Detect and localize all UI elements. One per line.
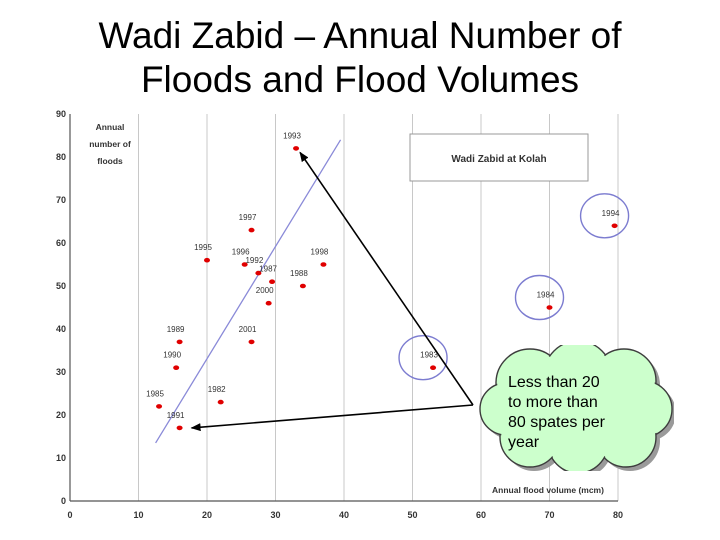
outlier-circles (398, 193, 630, 381)
data-point (269, 279, 276, 285)
slide-title: Wadi Zabid – Annual Number of Floods and… (0, 14, 720, 102)
x-tick-label: 10 (133, 510, 143, 520)
data-point (204, 257, 210, 263)
point-label: 2000 (256, 286, 274, 295)
outlier-circle (579, 193, 630, 239)
point-label: 1996 (232, 248, 250, 257)
y-tick-label: 70 (56, 195, 66, 205)
y-tick-label: 80 (56, 152, 66, 162)
y-tick-label: 60 (56, 238, 66, 248)
x-tick-label: 0 (67, 510, 72, 520)
y-tick-label: 30 (56, 367, 66, 377)
outlier-circle (398, 335, 448, 381)
data-point (546, 305, 553, 310)
slide-title-line-1: Wadi Zabid – Annual Number of (98, 15, 622, 56)
chart-title-box-group: Wadi Zabid at Kolah (409, 133, 589, 182)
y-tick-label: 10 (56, 453, 66, 463)
point-label: 1982 (208, 385, 226, 394)
point-label: 1994 (602, 209, 620, 218)
point-label: 1989 (167, 325, 185, 334)
trend-line-group (155, 139, 342, 444)
data-point (293, 146, 300, 151)
y-axis-label-line: Annual (96, 122, 125, 132)
y-tick-label: 40 (56, 324, 66, 334)
point-label: 1987 (259, 265, 277, 274)
data-point (173, 365, 180, 371)
callout-cloud: Less than 20 to more than 80 spates per … (478, 345, 674, 471)
data-point (248, 339, 255, 345)
point-label: 1984 (537, 291, 555, 300)
point-label: 2001 (239, 325, 257, 334)
chart-axes: 0 10 20 30 40 50 60 70 80 0 10 20 30 40 50 60 70 80 90 Annu… (56, 109, 623, 520)
point-label: 1985 (146, 389, 164, 398)
x-axis-label: Annual flood volume (mcm) (492, 485, 604, 495)
point-label: 1998 (311, 248, 329, 257)
point-label: 1983 (420, 351, 438, 360)
callout-arrow-to-1991 (190, 404, 474, 432)
data-point (255, 270, 262, 276)
y-tick-label: 0 (61, 496, 66, 506)
data-point (265, 300, 272, 306)
data-point (320, 262, 327, 267)
y-tick-label: 20 (56, 410, 66, 420)
data-point (241, 262, 248, 267)
point-label: 1993 (283, 131, 301, 140)
callout-cloud-shape (479, 345, 674, 471)
slide-title-line-2: Floods and Flood Volumes (140, 59, 580, 100)
callout-cloud-fill (481, 384, 531, 434)
data-point (299, 283, 306, 289)
x-tick-label: 20 (202, 510, 212, 520)
chart-title: Wadi Zabid at Kolah (451, 154, 546, 165)
point-label: 1991 (167, 411, 185, 420)
data-point (176, 425, 183, 431)
callout-text: Less than 20 to more than 80 spates per … (508, 374, 605, 451)
callout-cloud-fill (533, 364, 623, 454)
x-tick-label: 60 (476, 510, 486, 520)
y-axis-label-line: number of (89, 139, 131, 149)
data-points (156, 146, 618, 431)
y-tick-label: 50 (56, 281, 66, 291)
point-label: 1995 (194, 243, 212, 252)
point-label: 1992 (245, 256, 263, 265)
data-point (248, 227, 255, 233)
callout-arrow-to-1993 (299, 151, 474, 406)
x-tick-label: 30 (270, 510, 280, 520)
y-tick-label: 90 (56, 109, 66, 119)
y-axis-label-line: floods (97, 156, 123, 166)
chart-title-box (409, 133, 589, 182)
data-point (611, 223, 618, 229)
x-tick-label: 40 (339, 510, 349, 520)
data-point (430, 365, 437, 371)
trend-line (155, 139, 342, 444)
x-tick-label: 70 (544, 510, 554, 520)
data-point (217, 399, 224, 405)
outlier-circle (514, 274, 565, 321)
point-label: 1997 (239, 213, 257, 222)
x-tick-label: 80 (613, 510, 623, 520)
point-label: 1988 (290, 269, 308, 278)
point-label: 1990 (163, 351, 181, 360)
callout-arrows (190, 151, 474, 432)
data-point (156, 404, 163, 409)
x-tick-label: 50 (407, 510, 417, 520)
data-point (176, 339, 183, 345)
